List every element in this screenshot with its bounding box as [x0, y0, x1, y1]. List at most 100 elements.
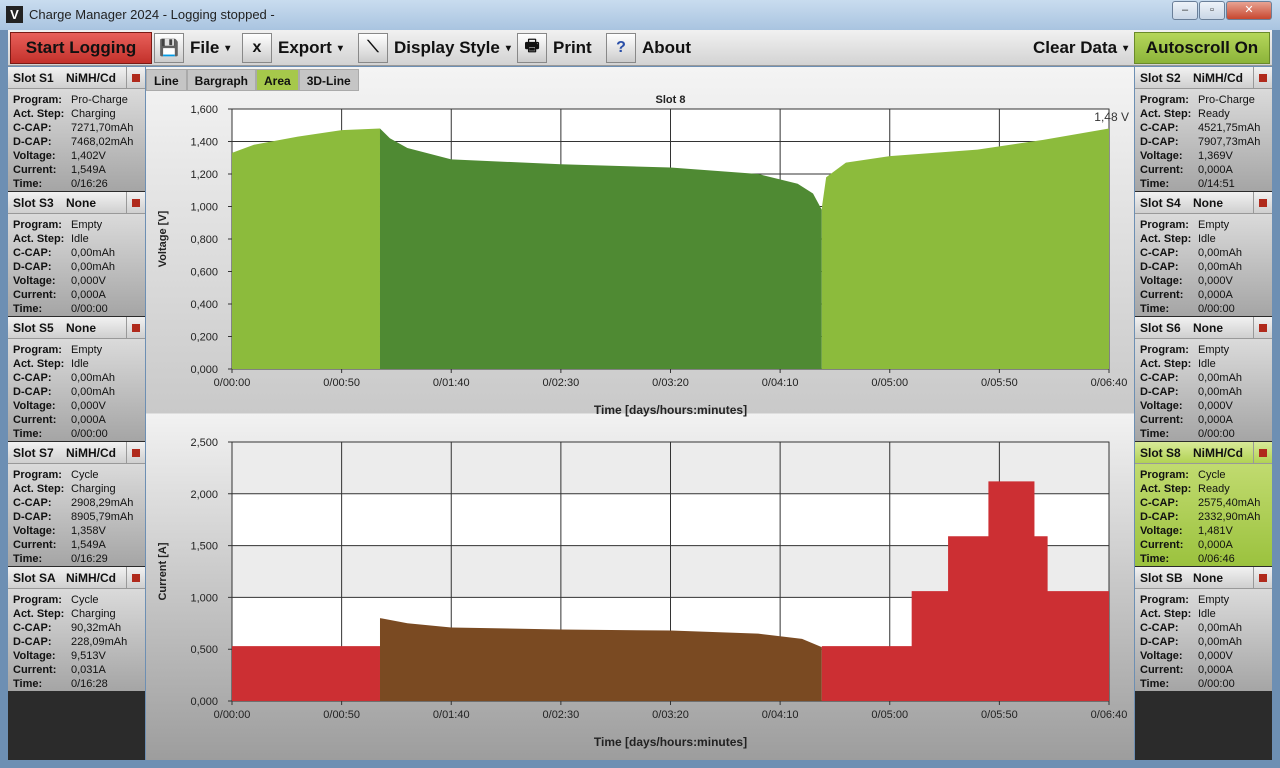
slot-row-program: Program: Cycle	[1135, 468, 1272, 482]
slot-row-voltage: Voltage: 0,000V	[1135, 399, 1272, 413]
row-label: Current:	[13, 539, 57, 551]
row-value: 90,32mAh	[71, 622, 122, 634]
slot-card[interactable]: Slot SA NiMH/Cd Program: Cycle Act. Step: Cha…	[8, 566, 145, 691]
x-tick-label: 0/02:30	[543, 709, 580, 721]
slot-name: Slot S5	[13, 320, 54, 335]
slot-row-step: Act. Step: Idle	[8, 232, 145, 246]
minimize-button[interactable]: –	[1172, 1, 1198, 20]
row-label: Program:	[13, 219, 62, 231]
y-tick-label: 0,500	[190, 644, 218, 656]
stop-slot-button[interactable]	[126, 191, 145, 214]
slot-row-time: Time: 0/00:00	[1135, 677, 1272, 691]
tab-bargraph[interactable]: Bargraph	[186, 69, 257, 91]
slot-row-ccap: C-CAP: 2908,29mAh	[8, 496, 145, 510]
help-icon: ?	[606, 33, 636, 63]
y-tick-label: 0,800	[190, 234, 218, 246]
maximize-button[interactable]: ▫	[1199, 1, 1225, 20]
row-label: C-CAP:	[13, 122, 52, 134]
slot-row-current: Current: 0,000A	[8, 413, 145, 427]
slot-row-step: Act. Step: Ready	[1135, 482, 1272, 496]
stop-slot-button[interactable]	[126, 66, 145, 89]
row-label: D-CAP:	[1140, 511, 1179, 523]
slot-card[interactable]: Slot S4 None Program: Empty Act. Step: Idle C-…	[1135, 191, 1272, 316]
slot-card[interactable]: Slot S6 None Program: Empty Act. Step: Idle C-…	[1135, 316, 1272, 441]
row-label: D-CAP:	[1140, 386, 1179, 398]
row-label: Act. Step:	[13, 358, 65, 370]
window-title: Charge Manager 2024 - Logging stopped -	[29, 7, 275, 22]
slot-row-ccap: C-CAP: 7271,70mAh	[8, 121, 145, 135]
print-label: Print	[553, 38, 592, 57]
slot-card[interactable]: Slot SB None Program: Empty Act. Step: Idle C-…	[1135, 566, 1272, 691]
stop-slot-button[interactable]	[126, 316, 145, 339]
slot-row-time: Time: 0/16:26	[8, 177, 145, 191]
row-value: 0,000A	[1198, 289, 1233, 301]
slot-card[interactable]: Slot S5 None Program: Empty Act. Step: Idle C-…	[8, 316, 145, 441]
export-menu-button[interactable]: x Export ▾	[242, 32, 343, 64]
slot-row-current: Current: 1,549A	[8, 163, 145, 177]
slot-row-dcap: D-CAP: 7907,73mAh	[1135, 135, 1272, 149]
slot-card[interactable]: Slot S7 NiMH/Cd Program: Cycle Act. Step: Cha…	[8, 441, 145, 566]
row-value: 0/00:00	[1198, 303, 1235, 315]
row-label: Voltage:	[1140, 275, 1183, 287]
stop-icon	[132, 573, 140, 582]
slot-row-time: Time: 0/00:00	[8, 302, 145, 316]
row-value: Ready	[1198, 483, 1230, 495]
print-button[interactable]: 🖶 Print	[517, 32, 592, 64]
stop-slot-button[interactable]	[1253, 191, 1272, 214]
y-tick-label: 1,600	[190, 104, 218, 116]
stop-slot-button[interactable]	[1253, 441, 1272, 464]
row-label: C-CAP:	[13, 497, 52, 509]
stop-slot-button[interactable]	[1253, 566, 1272, 589]
row-label: Current:	[1140, 539, 1184, 551]
about-button[interactable]: ? About	[606, 32, 691, 64]
display-style-menu-button[interactable]: ⟍ Display Style ▾	[358, 32, 511, 64]
slot-header: Slot S4 None	[1135, 191, 1272, 214]
row-label: D-CAP:	[13, 261, 52, 273]
start-logging-button[interactable]: Start Logging	[10, 32, 152, 64]
slot-card[interactable]: Slot S1 NiMH/Cd Program: Pro-Charge Act. Ste…	[8, 66, 145, 191]
y-tick-label: 1,000	[190, 202, 218, 214]
row-label: Time:	[1140, 178, 1170, 190]
slot-row-program: Program: Pro-Charge	[8, 93, 145, 107]
caret-down-icon: ▾	[337, 42, 343, 54]
row-value: 0,000V	[1198, 275, 1233, 287]
slot-name: Slot S8	[1140, 445, 1181, 460]
slot-card[interactable]: Slot S2 NiMH/Cd Program: Pro-Charge Act. Ste…	[1135, 66, 1272, 191]
row-value: 0,00mAh	[1198, 622, 1243, 634]
slot-row-step: Act. Step: Idle	[1135, 607, 1272, 621]
y-tick-label: 0,000	[190, 696, 218, 708]
battery-type: None	[66, 195, 96, 210]
slot-row-current: Current: 1,549A	[8, 538, 145, 552]
clear-data-button[interactable]: Clear Data ▾	[1033, 32, 1128, 64]
slot-name: Slot SB	[1140, 570, 1183, 585]
autoscroll-toggle[interactable]: Autoscroll On	[1134, 32, 1270, 64]
stop-slot-button[interactable]	[126, 441, 145, 464]
slot-row-program: Program: Empty	[8, 218, 145, 232]
slot-card[interactable]: Slot S3 None Program: Empty Act. Step: Idle C-…	[8, 191, 145, 316]
close-button[interactable]: ✕	[1226, 1, 1272, 20]
row-value: Idle	[1198, 358, 1216, 370]
stop-icon	[132, 198, 140, 207]
tab-line[interactable]: Line	[146, 69, 187, 91]
y-tick-label: 0,200	[190, 332, 218, 344]
tab-3d-line[interactable]: 3D-Line	[298, 69, 359, 91]
row-label: Program:	[13, 594, 62, 606]
stop-icon	[1259, 323, 1267, 332]
file-menu-button[interactable]: 💾 File ▾	[154, 32, 230, 64]
area-series-charge	[232, 128, 380, 369]
row-label: D-CAP:	[1140, 636, 1179, 648]
stop-slot-button[interactable]	[1253, 66, 1272, 89]
stop-slot-button[interactable]	[126, 566, 145, 589]
row-label: C-CAP:	[1140, 622, 1179, 634]
row-label: Program:	[1140, 594, 1189, 606]
slot-row-program: Program: Empty	[8, 343, 145, 357]
tab-area[interactable]: Area	[256, 69, 299, 91]
row-value: 0,000A	[71, 289, 106, 301]
row-value: 0,000V	[71, 275, 106, 287]
row-value: 1,549A	[71, 539, 106, 551]
slot-card[interactable]: Slot S8 NiMH/Cd Program: Cycle Act. Step: Rea…	[1135, 441, 1272, 566]
row-label: Time:	[13, 178, 43, 190]
stop-icon	[132, 323, 140, 332]
slot-row-program: Program: Cycle	[8, 468, 145, 482]
stop-slot-button[interactable]	[1253, 316, 1272, 339]
